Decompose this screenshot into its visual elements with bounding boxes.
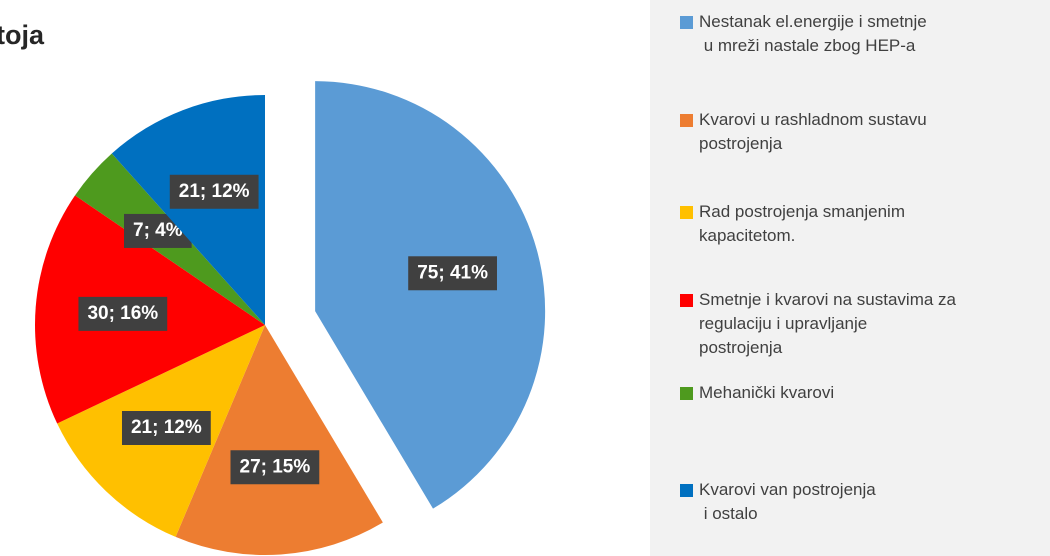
legend-label: Kvarovi u rashladnom sustavu postrojenja	[699, 110, 927, 153]
data-label-box	[78, 296, 168, 331]
data-label: 21; 12%	[121, 410, 211, 445]
data-label-text: 30; 16%	[87, 303, 158, 324]
legend-swatch	[680, 114, 693, 127]
data-label-text: 7; 4%	[133, 220, 183, 241]
legend-label: Nestanak el.energije i smetnje u mreži n…	[699, 12, 927, 55]
data-label-text: 27; 15%	[240, 456, 311, 477]
legend-label: Rad postrojenja smanjenim kapacitetom.	[699, 202, 905, 245]
data-label-box	[121, 410, 211, 445]
legend-label: Smetnje i kvarovi na sustavima za regula…	[699, 290, 956, 357]
data-label: 30; 16%	[78, 296, 168, 331]
pie-slice	[111, 95, 265, 325]
legend-swatch	[680, 294, 693, 307]
legend-label: Kvarovi van postrojenja i ostalo	[699, 480, 876, 523]
legend-swatch	[680, 387, 693, 400]
data-label-box	[169, 174, 259, 209]
legend-label: Mehanički kvarovi	[699, 383, 835, 402]
legend-swatch	[680, 16, 693, 29]
chart-title: toja	[0, 20, 45, 50]
pie-slice	[315, 81, 546, 509]
legend-swatch	[680, 206, 693, 219]
data-label: 75; 41%	[408, 256, 497, 291]
data-label-text: 21; 12%	[131, 417, 202, 438]
data-label-box	[408, 256, 497, 291]
data-label: 27; 15%	[230, 450, 320, 485]
data-label-text: 21; 12%	[179, 181, 250, 202]
data-label-box	[230, 450, 320, 485]
pie-area: toja 75; 41% 27; 15% 21; 12% 30; 16% 7; 4% 21…	[0, 20, 546, 555]
data-label-text: 75; 41%	[417, 262, 488, 283]
legend: Nestanak el.energije i smetnje u mreži n…	[650, 0, 1050, 556]
pie-slice	[175, 325, 383, 555]
data-label: 21; 12%	[169, 174, 259, 209]
legend-swatch	[680, 484, 693, 497]
